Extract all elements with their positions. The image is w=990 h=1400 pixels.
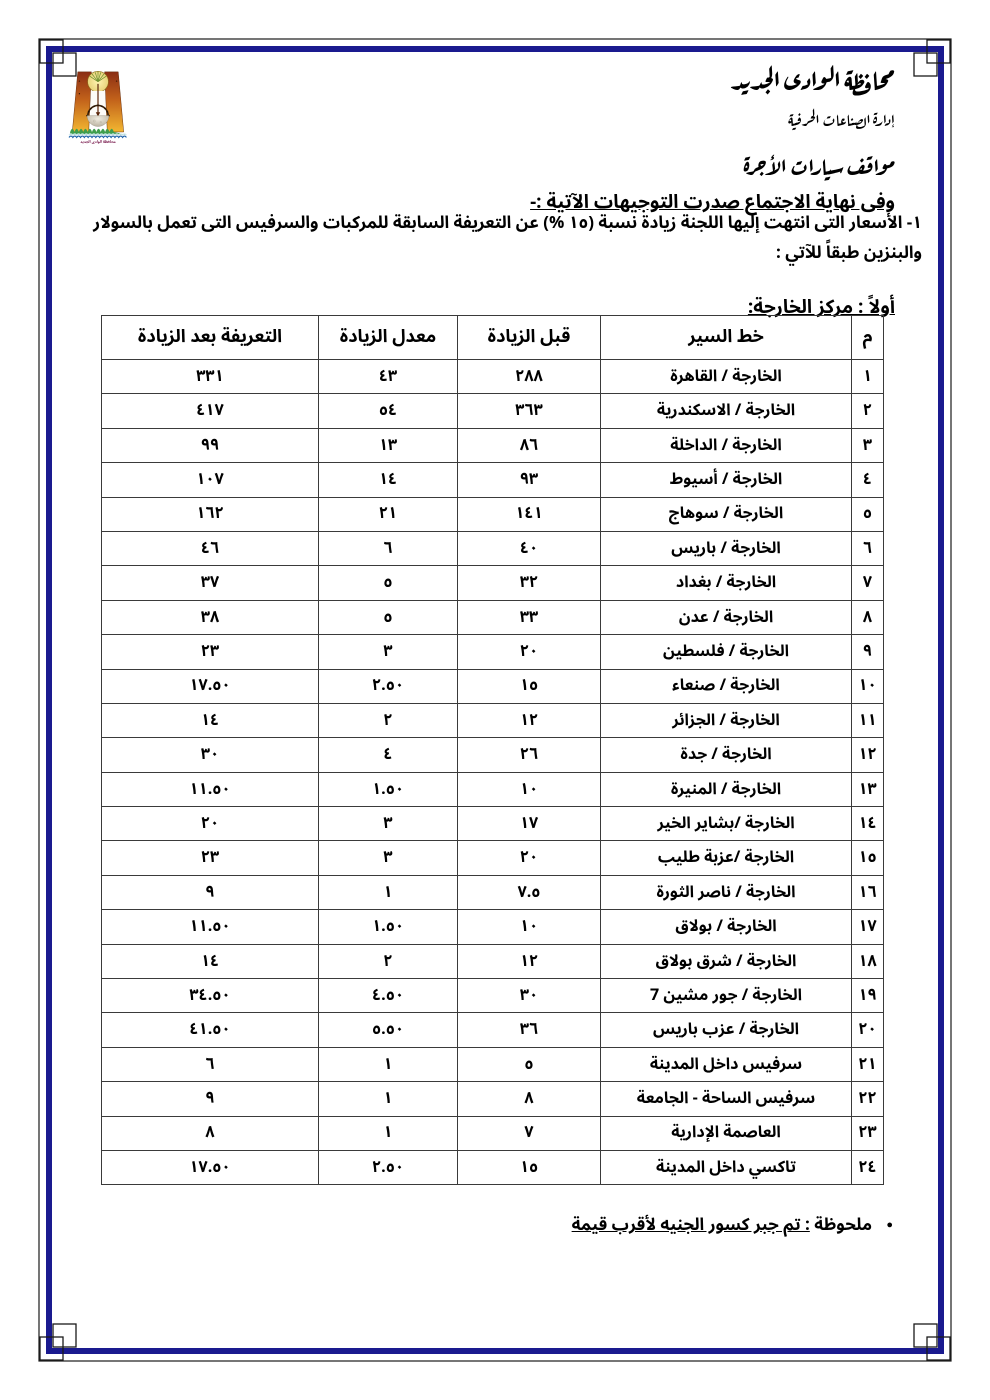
svg-text:محافظة الوادي الجديد: محافظة الوادي الجديد [80,138,116,144]
